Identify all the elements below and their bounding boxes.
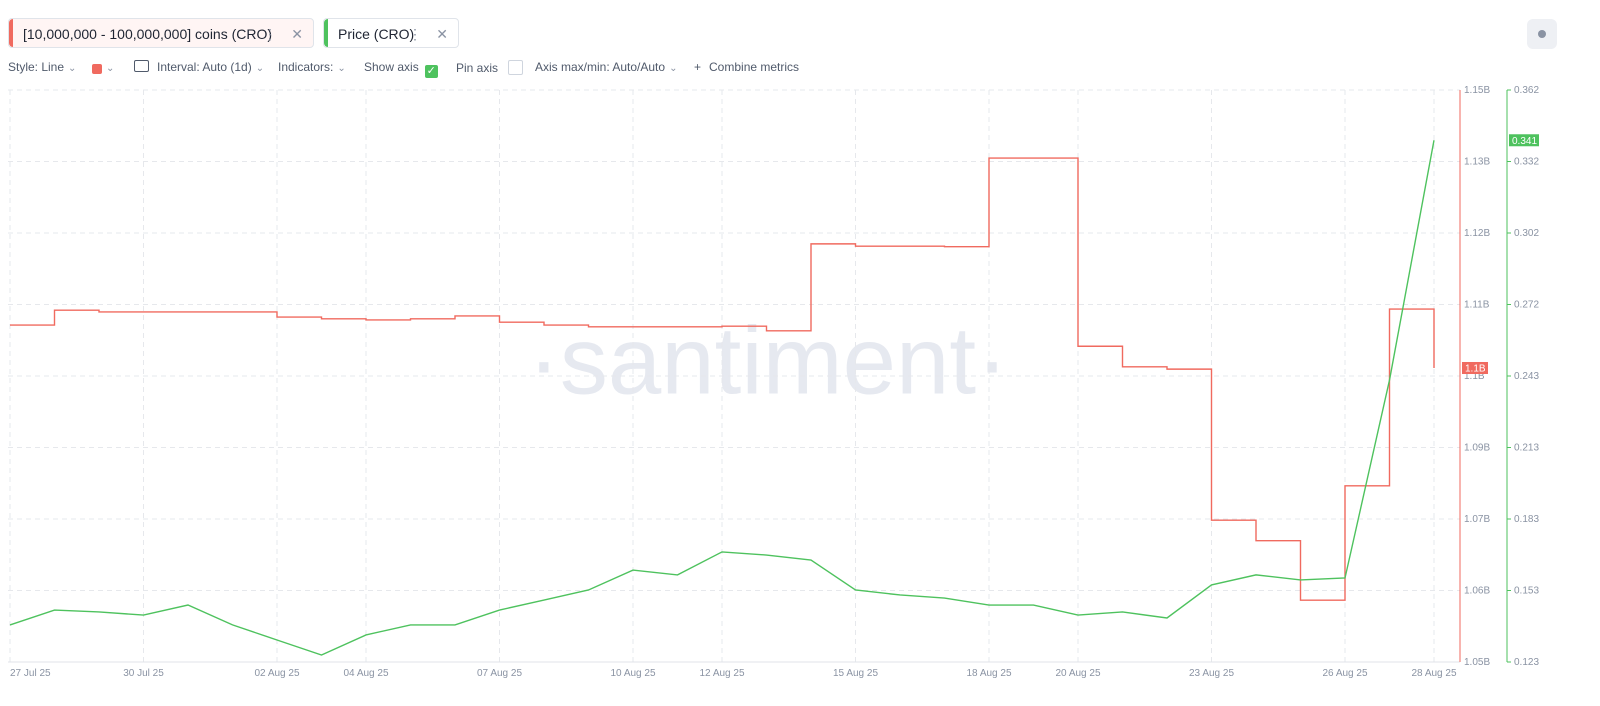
y2-tick-label: 0.243: [1514, 371, 1539, 382]
x-tick-label: 28 Aug 25: [1411, 668, 1456, 679]
badge-label: 0.341: [1512, 136, 1537, 147]
y-tick-label: 1.06B: [1464, 586, 1490, 597]
label: Show axis: [364, 60, 419, 74]
y2-tick-label: 0.362: [1514, 85, 1539, 96]
y2-tick-label: 0.302: [1514, 228, 1539, 239]
x-tick-label: 15 Aug 25: [833, 668, 878, 679]
color-select[interactable]: ⌄: [92, 60, 114, 74]
y-tick-label: 1.05B: [1464, 657, 1490, 668]
metric-chip[interactable]: [10,000,000 - 100,000,000] coins (CRO) ⋮…: [8, 18, 314, 48]
badge-bg: [1509, 134, 1539, 147]
settings-button[interactable]: [1527, 19, 1557, 49]
pin-axis-toggle[interactable]: Pin axis: [456, 60, 524, 75]
watermark: ·santiment·: [528, 307, 1008, 414]
series-line: [10, 157, 1435, 601]
last-value-badge: 0.341: [1509, 134, 1539, 147]
interval-select[interactable]: Interval: Auto (1d) ⌄: [134, 60, 264, 74]
label: Pin axis: [456, 61, 499, 75]
axis-range-select[interactable]: Axis max/min: Auto/Auto ⌄: [535, 60, 678, 74]
label: Combine metrics: [709, 60, 800, 74]
y2-tick-label: 0.183: [1514, 514, 1539, 525]
y2-tick-label: 0.153: [1514, 586, 1539, 597]
x-tick-label: 04 Aug 25: [343, 668, 388, 679]
x-tick-label: 30 Jul 25: [123, 668, 164, 679]
y2-tick-label: 0.332: [1514, 157, 1539, 168]
label: Indicators:: [278, 60, 334, 74]
y-tick-label: 1.07B: [1464, 514, 1490, 525]
y2-tick-label: 0.272: [1514, 300, 1539, 311]
series-line: [9, 140, 1435, 656]
x-tick-label: 18 Aug 25: [966, 668, 1011, 679]
y2-tick-label: 0.123: [1514, 657, 1539, 668]
metric-chip[interactable]: Price (CRO) ⋮ ✕: [323, 18, 459, 48]
x-tick-label: 10 Aug 25: [610, 668, 655, 679]
x-tick-label: 26 Aug 25: [1322, 668, 1367, 679]
x-tick-label: 20 Aug 25: [1055, 668, 1100, 679]
badge-bg: [1462, 361, 1488, 374]
show-axis-toggle[interactable]: Show axis ✓: [364, 60, 438, 78]
y-tick-label: 1.1B: [1464, 371, 1485, 382]
badge-label: 1.1B: [1465, 363, 1486, 374]
x-tick-label: 02 Aug 25: [254, 668, 299, 679]
y-tick-label: 1.09B: [1464, 443, 1490, 454]
indicators-select[interactable]: Indicators: ⌄: [278, 60, 346, 74]
label: Style: Line: [8, 60, 65, 74]
style-select[interactable]: Style: Line ⌄: [8, 60, 77, 74]
y-tick-label: 1.15B: [1464, 85, 1490, 96]
x-tick-label: 27 Jul 25: [10, 668, 51, 679]
label: Interval: Auto (1d): [157, 60, 252, 74]
y-tick-label: 1.12B: [1464, 228, 1490, 239]
x-tick-label: 12 Aug 25: [699, 668, 744, 679]
y2-tick-label: 0.213: [1514, 443, 1539, 454]
label: Axis max/min: Auto/Auto: [535, 60, 666, 74]
y-tick-label: 1.11B: [1464, 300, 1490, 311]
chip-label: Price (CRO): [338, 26, 415, 42]
x-tick-label: 07 Aug 25: [477, 668, 522, 679]
y-tick-label: 1.13B: [1464, 157, 1490, 168]
last-value-badge: 1.1B: [1462, 361, 1488, 374]
x-tick-label: 23 Aug 25: [1189, 668, 1234, 679]
toolbar-area: [10,000,000 - 100,000,000] coins (CRO) ⋮…: [0, 0, 1600, 90]
combine-metrics-button[interactable]: + Combine metrics: [694, 60, 800, 74]
chip-label: [10,000,000 - 100,000,000] coins (CRO): [23, 26, 273, 42]
